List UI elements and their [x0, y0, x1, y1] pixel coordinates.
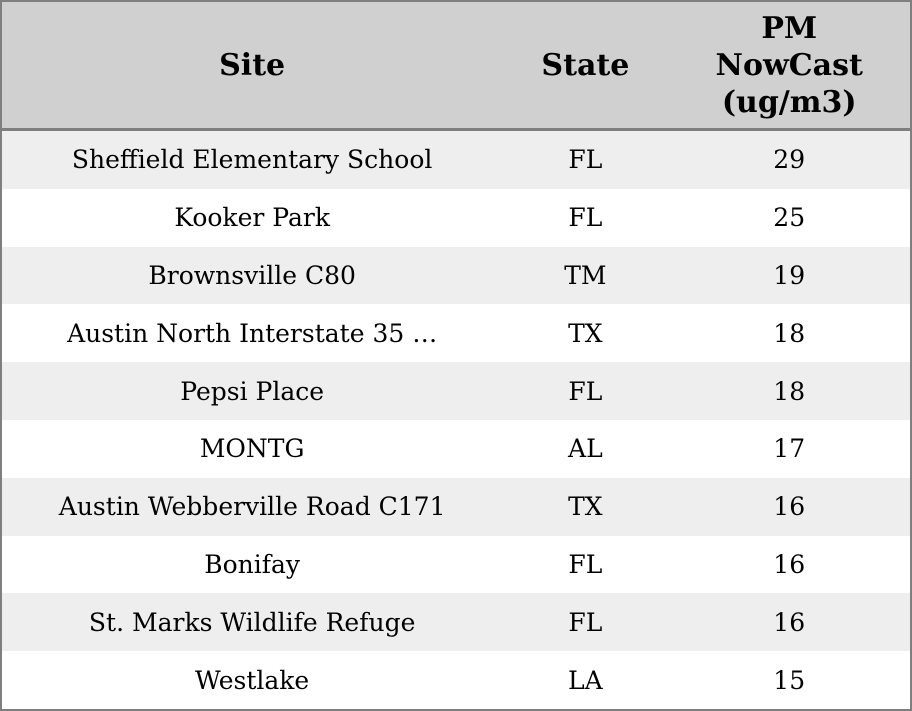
table-row: Pepsi Place FL 18: [2, 362, 910, 420]
cell-site: Sheffield Elementary School: [71, 145, 433, 175]
cell-state: TX: [568, 492, 603, 522]
cell-state: FL: [568, 607, 603, 637]
cell-pm-nowcast: 15: [773, 665, 806, 695]
pm-header-line-1: PM: [761, 10, 818, 46]
cell-pm-nowcast: 16: [773, 549, 806, 579]
cell-site: Austin Webberville Road C171: [58, 492, 446, 522]
cell-pm-nowcast: 18: [773, 318, 806, 348]
cell-state: AL: [568, 434, 603, 464]
cell-site: Westlake: [195, 665, 310, 695]
table-row: MONTG AL 17: [2, 419, 910, 478]
cell-state: FL: [568, 145, 603, 175]
column-header-pm-nowcast: PM NowCast (ug/m3): [668, 10, 910, 121]
table-row: St. Marks Wildlife Refuge FL 16: [2, 593, 910, 652]
cell-pm-nowcast: 25: [773, 203, 806, 233]
cell-pm-nowcast: 16: [773, 607, 806, 637]
column-header-site: Site: [219, 47, 286, 83]
cell-state: TM: [564, 260, 607, 290]
cell-state: LA: [568, 665, 603, 695]
cell-site: Austin North Interstate 35 …: [67, 318, 438, 348]
table-row: Westlake LA 15: [2, 651, 910, 709]
table-header-row: Site State PM NowCast (ug/m3): [2, 2, 910, 131]
column-header-state: State: [541, 47, 630, 83]
table-row: Kooker Park FL 25: [2, 188, 910, 247]
table-row: Austin Webberville Road C171 TX 16: [2, 477, 910, 536]
cell-state: FL: [568, 203, 603, 233]
table-row: Bonifay FL 16: [2, 535, 910, 594]
cell-site: MONTG: [199, 434, 305, 464]
cell-pm-nowcast: 18: [773, 376, 806, 406]
table-row: Sheffield Elementary School FL 29: [2, 131, 910, 189]
cell-site: Brownsville C80: [148, 260, 356, 290]
cell-site: Pepsi Place: [180, 376, 325, 406]
cell-state: FL: [568, 549, 603, 579]
pm-header-line-3: (ug/m3): [721, 84, 857, 120]
cell-site: Kooker Park: [174, 203, 330, 233]
pm-header-line-2: NowCast: [715, 47, 863, 83]
cell-pm-nowcast: 29: [773, 145, 806, 175]
cell-pm-nowcast: 17: [773, 434, 806, 464]
cell-state: FL: [568, 376, 603, 406]
cell-site: St. Marks Wildlife Refuge: [88, 607, 416, 637]
cell-site: Bonifay: [204, 549, 301, 579]
table-body: Sheffield Elementary School FL 29 Kooker…: [2, 131, 910, 709]
cell-pm-nowcast: 16: [773, 492, 806, 522]
cell-state: TX: [568, 318, 603, 348]
table-row: Austin North Interstate 35 … TX 18: [2, 304, 910, 363]
cell-pm-nowcast: 19: [773, 260, 806, 290]
table-row: Brownsville C80 TM 19: [2, 246, 910, 305]
